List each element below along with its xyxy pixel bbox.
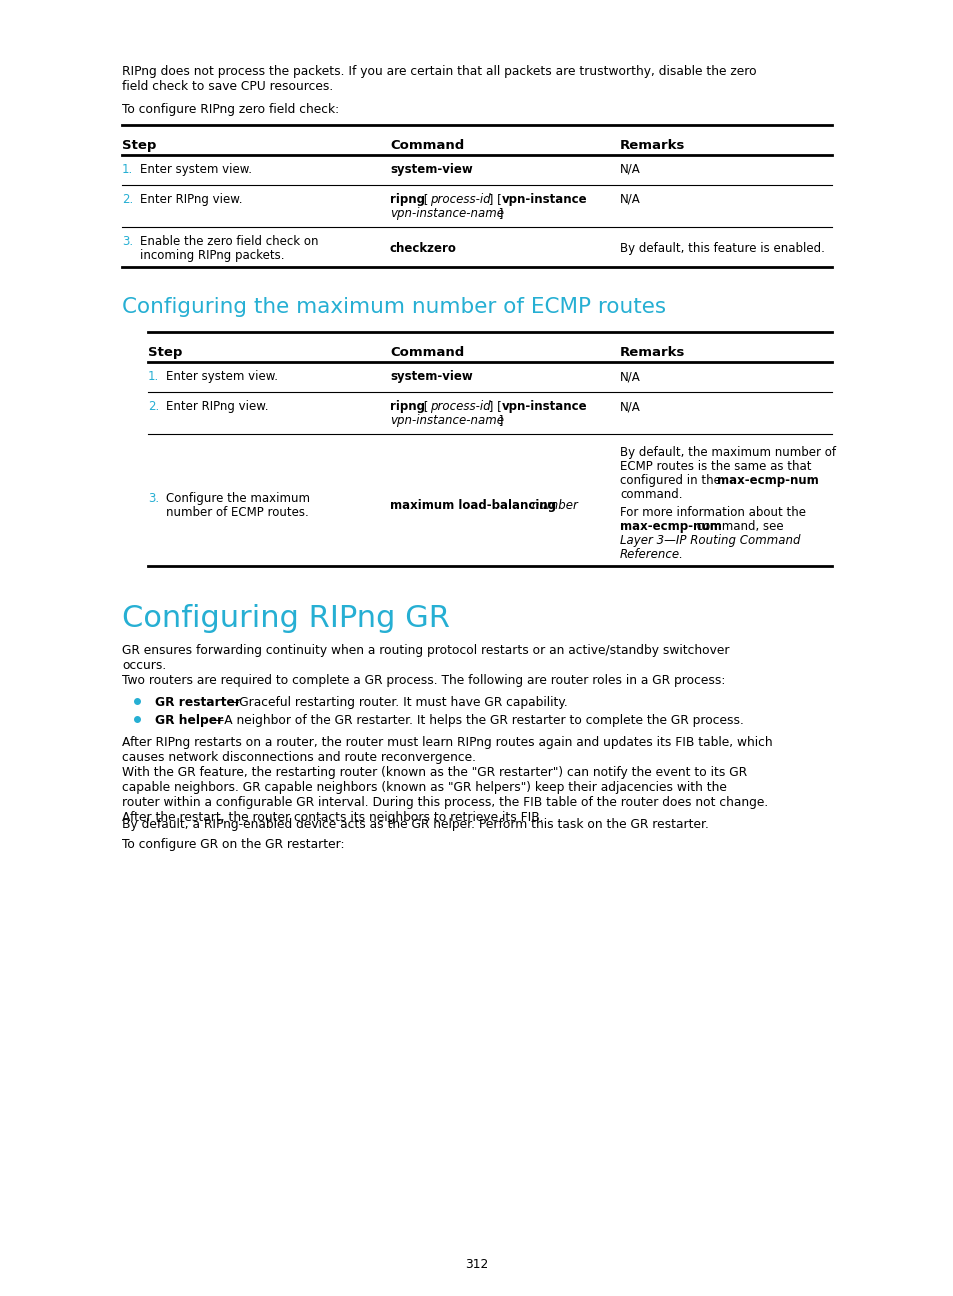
Text: RIPng does not process the packets. If you are certain that all packets are trus: RIPng does not process the packets. If y… <box>122 65 756 93</box>
Text: vpn-instance: vpn-instance <box>501 400 587 413</box>
Text: Remarks: Remarks <box>619 346 684 359</box>
Text: system-view: system-view <box>390 369 473 384</box>
Text: Command: Command <box>390 139 464 152</box>
Text: number of ECMP routes.: number of ECMP routes. <box>166 505 309 518</box>
Text: Enter system view.: Enter system view. <box>166 369 277 384</box>
Text: command.: command. <box>619 489 681 502</box>
Text: ] [: ] [ <box>484 193 505 206</box>
Text: N/A: N/A <box>619 193 640 206</box>
Text: N/A: N/A <box>619 163 640 176</box>
Text: 1.: 1. <box>122 163 133 176</box>
Text: configured in the: configured in the <box>619 474 724 487</box>
Text: max-ecmp-num: max-ecmp-num <box>717 474 818 487</box>
Text: Enter RIPng view.: Enter RIPng view. <box>140 193 242 206</box>
Text: —A neighbor of the GR restarter. It helps the GR restarter to complete the GR pr: —A neighbor of the GR restarter. It help… <box>212 714 743 727</box>
Text: Two routers are required to complete a GR process. The following are router role: Two routers are required to complete a G… <box>122 674 724 687</box>
Text: vpn-instance-name: vpn-instance-name <box>390 207 503 220</box>
Text: number: number <box>527 499 578 512</box>
Text: ripng: ripng <box>390 400 424 413</box>
Text: command, see: command, see <box>692 520 782 533</box>
Text: 3.: 3. <box>122 235 133 248</box>
Text: Enable the zero field check on: Enable the zero field check on <box>140 235 318 248</box>
Text: 1.: 1. <box>148 369 159 384</box>
Text: GR helper: GR helper <box>154 714 223 727</box>
Text: [: [ <box>419 400 432 413</box>
Text: After RIPng restarts on a router, the router must learn RIPng routes again and u: After RIPng restarts on a router, the ro… <box>122 736 772 765</box>
Text: 312: 312 <box>465 1258 488 1271</box>
Text: Step: Step <box>122 139 156 152</box>
Text: vpn-instance-name: vpn-instance-name <box>390 413 503 426</box>
Text: GR ensures forwarding continuity when a routing protocol restarts or an active/s: GR ensures forwarding continuity when a … <box>122 644 729 673</box>
Text: By default, the maximum number of: By default, the maximum number of <box>619 446 835 459</box>
Text: Configure the maximum: Configure the maximum <box>166 492 310 505</box>
Text: GR restarter: GR restarter <box>154 696 241 709</box>
Text: ]: ] <box>495 413 503 426</box>
Text: checkzero: checkzero <box>390 242 456 255</box>
Text: 3.: 3. <box>148 492 159 505</box>
Text: For more information about the: For more information about the <box>619 505 805 518</box>
Text: Command: Command <box>390 346 464 359</box>
Text: Enter system view.: Enter system view. <box>140 163 252 176</box>
Text: 2.: 2. <box>148 400 159 413</box>
Text: system-view: system-view <box>390 163 473 176</box>
Text: To configure RIPng zero field check:: To configure RIPng zero field check: <box>122 102 338 117</box>
Text: By default, this feature is enabled.: By default, this feature is enabled. <box>619 242 824 255</box>
Text: By default, a RIPng-enabled device acts as the GR helper. Perform this task on t: By default, a RIPng-enabled device acts … <box>122 818 708 831</box>
Text: maximum load-balancing: maximum load-balancing <box>390 499 556 512</box>
Text: vpn-instance: vpn-instance <box>501 193 587 206</box>
Text: —Graceful restarting router. It must have GR capability.: —Graceful restarting router. It must hav… <box>227 696 567 709</box>
Text: To configure GR on the GR restarter:: To configure GR on the GR restarter: <box>122 839 344 851</box>
Text: incoming RIPng packets.: incoming RIPng packets. <box>140 249 284 262</box>
Text: Configuring RIPng GR: Configuring RIPng GR <box>122 604 450 632</box>
Text: N/A: N/A <box>619 369 640 384</box>
Text: Reference.: Reference. <box>619 548 683 561</box>
Text: Configuring the maximum number of ECMP routes: Configuring the maximum number of ECMP r… <box>122 297 665 318</box>
Text: process-id: process-id <box>430 193 490 206</box>
Text: ] [: ] [ <box>484 400 505 413</box>
Text: With the GR feature, the restarting router (known as the "GR restarter") can not: With the GR feature, the restarting rout… <box>122 766 767 824</box>
Text: N/A: N/A <box>619 400 640 413</box>
Text: Step: Step <box>148 346 182 359</box>
Text: Enter RIPng view.: Enter RIPng view. <box>166 400 268 413</box>
Text: 2.: 2. <box>122 193 133 206</box>
Text: [: [ <box>419 193 432 206</box>
Text: max-ecmp-num: max-ecmp-num <box>619 520 721 533</box>
Text: ECMP routes is the same as that: ECMP routes is the same as that <box>619 460 811 473</box>
Text: Remarks: Remarks <box>619 139 684 152</box>
Text: ripng: ripng <box>390 193 424 206</box>
Text: Layer 3—IP Routing Command: Layer 3—IP Routing Command <box>619 534 800 547</box>
Text: ]: ] <box>495 207 503 220</box>
Text: process-id: process-id <box>430 400 490 413</box>
